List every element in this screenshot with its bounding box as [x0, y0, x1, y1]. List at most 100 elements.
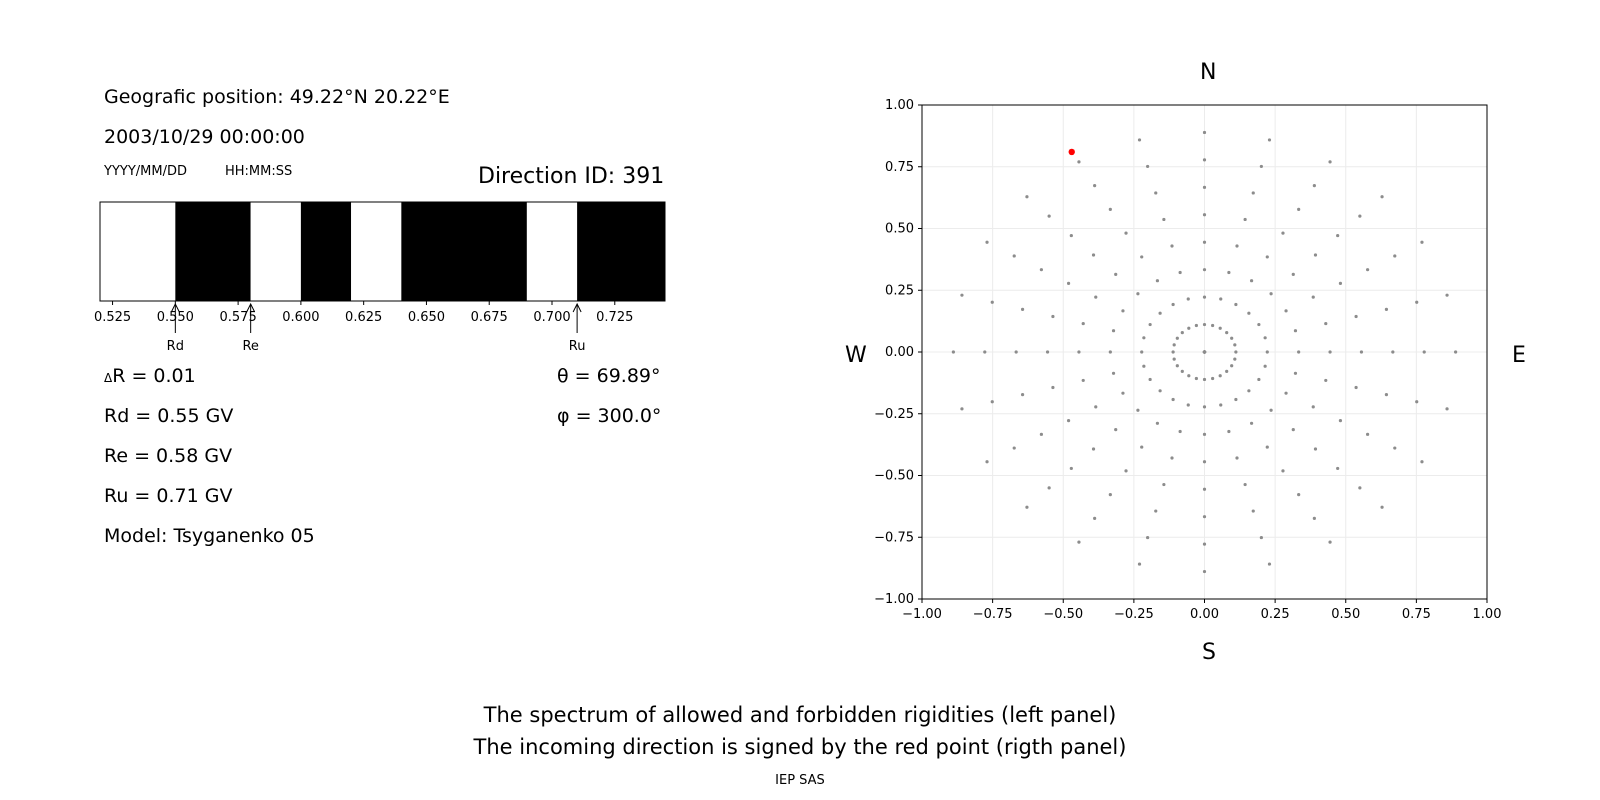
- sky-grid-point: [1336, 466, 1340, 471]
- sky-grid-point: [1312, 184, 1316, 188]
- sky-grid-point: [1081, 321, 1085, 326]
- sky-grid-point: [960, 407, 964, 411]
- sky-grid-point: [1111, 329, 1116, 333]
- y-tick-label: 0.75: [885, 160, 914, 175]
- sky-grid-point: [1140, 350, 1144, 354]
- rigidity-segment-allowed: [351, 202, 402, 301]
- sky-grid-point: [1293, 371, 1298, 375]
- sky-grid-point: [1121, 391, 1125, 395]
- sky-grid-point: [1233, 343, 1237, 347]
- sky-grid-point: [1225, 369, 1229, 374]
- sky-grid-point: [1172, 343, 1176, 347]
- sky-grid-point: [1211, 323, 1215, 328]
- rigidity-segment-forbidden: [175, 202, 251, 301]
- sky-grid-point: [1313, 447, 1318, 451]
- sky-grid-point: [1093, 516, 1097, 520]
- sky-grid-point: [1202, 185, 1207, 189]
- sky-grid-point: [1108, 207, 1112, 211]
- sky-grid-point: [1202, 130, 1207, 135]
- sky-grid-point: [1158, 389, 1162, 393]
- sky-grid-point: [1328, 540, 1332, 544]
- sky-grid-point: [1384, 393, 1389, 397]
- sky-grid-point: [1146, 535, 1150, 540]
- sky-grid-point: [1384, 307, 1389, 311]
- sky-grid-point: [1154, 509, 1158, 513]
- phi-value: φ = 300.0°: [557, 405, 662, 427]
- sky-grid-point: [1121, 309, 1125, 313]
- x-tick-label: −0.25: [1114, 607, 1154, 622]
- compass-east: E: [1512, 343, 1526, 368]
- sky-grid-point: [1420, 240, 1424, 244]
- sky-grid-point: [1194, 323, 1198, 328]
- sky-grid-point: [1171, 302, 1175, 307]
- sky-grid-point: [1202, 322, 1207, 327]
- sky-grid-point: [1324, 378, 1328, 383]
- x-tick-label: 0.50: [1331, 607, 1360, 622]
- sky-grid-point: [1265, 255, 1269, 259]
- sky-grid-point: [1180, 330, 1184, 335]
- sky-grid-point: [1202, 213, 1207, 217]
- marker-label-ru: Ru: [569, 339, 586, 354]
- sky-grid-point: [1328, 350, 1332, 354]
- delta-r-text: R = 0.01: [112, 365, 196, 387]
- sky-grid-point: [1243, 217, 1247, 222]
- model-name: Model: Tsyganenko 05: [104, 525, 315, 547]
- y-tick-label: −0.50: [874, 469, 914, 484]
- sky-grid-point: [1354, 314, 1358, 319]
- sky-grid-point: [1170, 456, 1174, 460]
- incoming-direction-point: [1068, 148, 1075, 156]
- sky-grid-point: [1284, 391, 1288, 395]
- sky-grid-point: [1328, 160, 1332, 164]
- sky-grid-point: [1066, 419, 1071, 423]
- sky-grid-point: [1202, 377, 1207, 382]
- marker-label-rd: Rd: [167, 339, 184, 354]
- sky-grid-point: [1172, 357, 1176, 361]
- geo-position: Geografic position: 49.22°N 20.22°E: [104, 86, 450, 108]
- theta-value: θ = 69.89°: [557, 365, 661, 387]
- sky-grid-point: [1066, 281, 1071, 285]
- x-tick-label: 0.650: [408, 310, 445, 325]
- sky-grid-point: [1247, 389, 1251, 393]
- sky-grid-point: [1359, 350, 1364, 354]
- sky-grid-point: [1267, 138, 1272, 142]
- marker-arrow-head: [170, 302, 180, 313]
- sky-grid-point: [1227, 270, 1231, 275]
- sky-grid-point: [1142, 364, 1146, 368]
- sky-grid-point: [1235, 244, 1239, 248]
- x-tick-label: 0.525: [94, 310, 131, 325]
- sky-grid-point: [1136, 408, 1140, 412]
- sky-grid-point: [1025, 505, 1029, 509]
- datetime: 2003/10/29 00:00:00: [104, 126, 305, 148]
- sky-grid-point: [1045, 350, 1050, 354]
- y-tick-label: −0.75: [874, 530, 914, 545]
- sky-grid-point: [1259, 535, 1263, 540]
- sky-grid-point: [1081, 378, 1085, 383]
- sky-grid-point: [1259, 164, 1263, 169]
- sky-grid-point: [1202, 432, 1207, 436]
- compass-north: N: [1200, 60, 1217, 85]
- sky-grid-point: [1114, 272, 1118, 276]
- sky-grid-point: [1393, 254, 1397, 258]
- sky-grid-point: [1366, 268, 1370, 272]
- sky-grid-point: [1175, 336, 1179, 340]
- sky-grid-point: [1380, 195, 1384, 199]
- sky-grid-point: [1194, 376, 1198, 381]
- time-format-label: HH:MM:SS: [225, 164, 293, 179]
- sky-grid-point: [1077, 540, 1081, 544]
- y-tick-label: 0.00: [885, 345, 914, 360]
- sky-grid-point: [1281, 469, 1285, 473]
- sky-grid-point: [1140, 445, 1144, 449]
- delta-r: ΔR = 0.01: [104, 365, 196, 387]
- sky-grid-point: [1297, 350, 1301, 354]
- sky-grid-point: [1137, 138, 1142, 142]
- sky-grid-point: [1091, 253, 1096, 257]
- sky-grid-point: [1202, 487, 1207, 491]
- sky-grid-point: [1108, 493, 1112, 497]
- sky-grid-point: [983, 350, 987, 354]
- x-tick-label: 0.700: [533, 310, 570, 325]
- sky-grid-point: [1366, 432, 1370, 436]
- sky-grid-point: [1187, 326, 1191, 330]
- sky-grid-point: [1324, 321, 1328, 326]
- sky-grid-point: [1243, 482, 1247, 487]
- sky-grid-point: [985, 460, 989, 464]
